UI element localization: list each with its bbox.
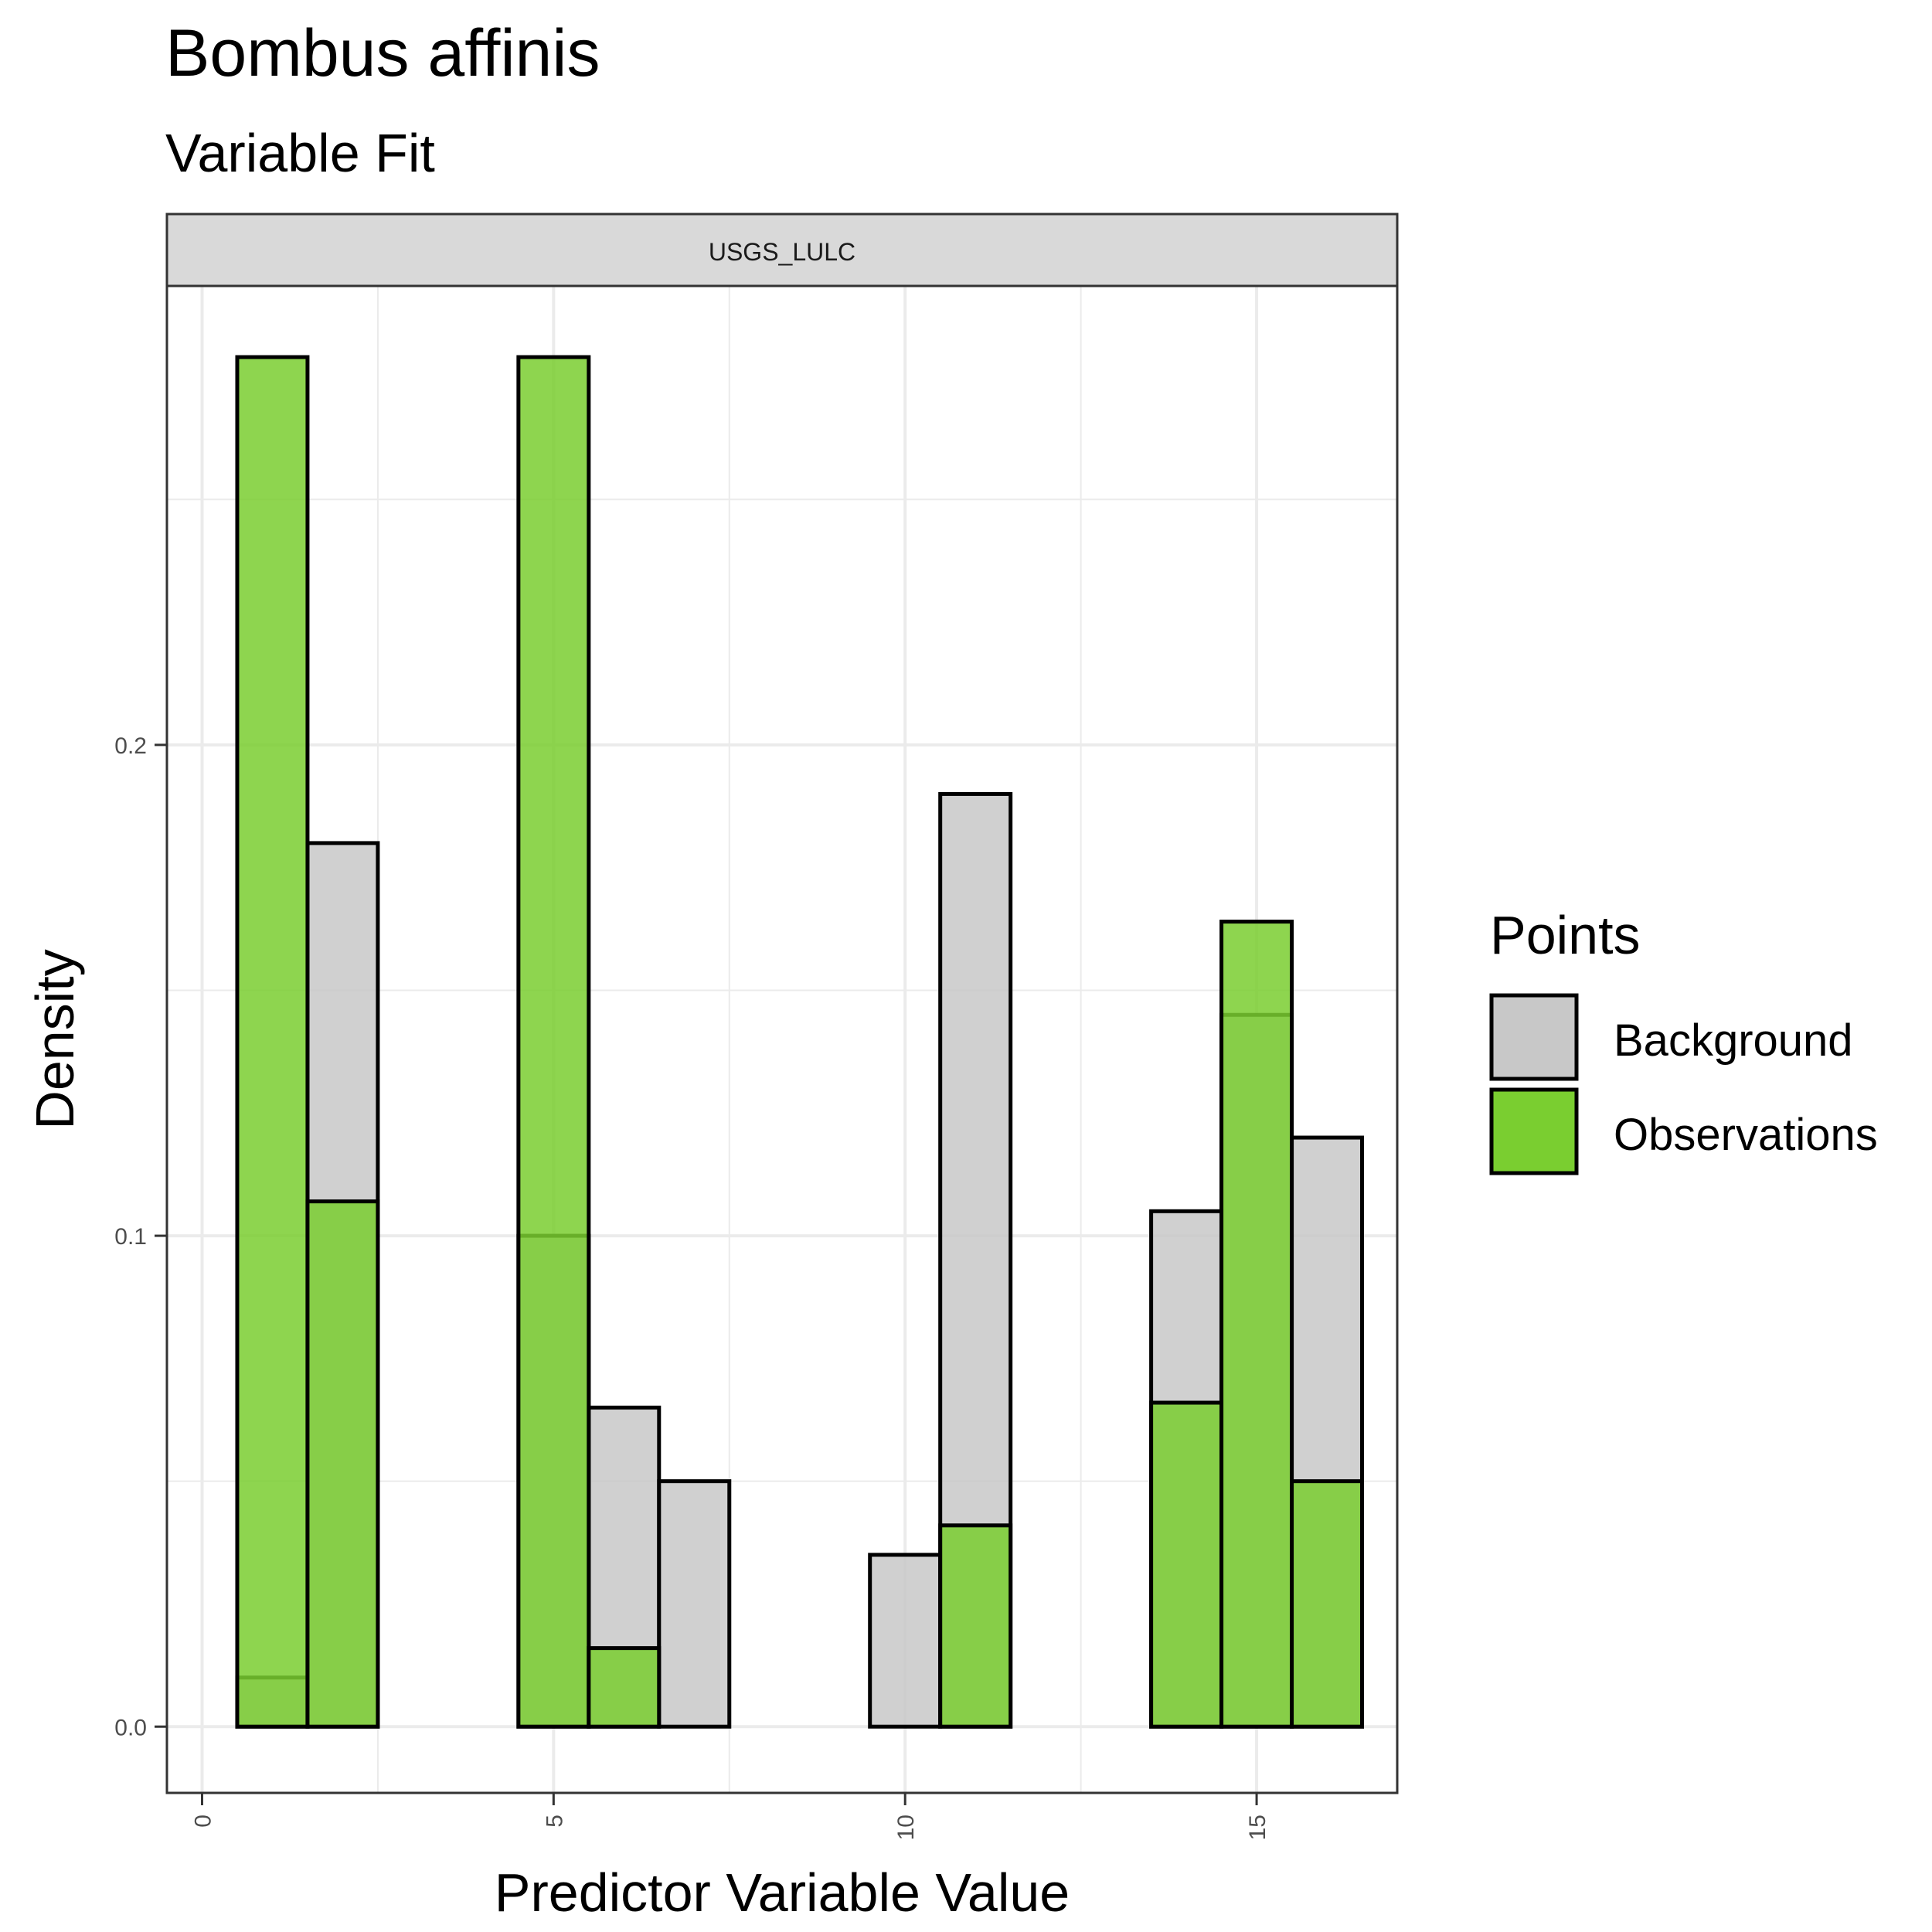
background-bar [868,1553,943,1729]
observations-bar [1149,1400,1224,1729]
legend-label-background: Background [1614,1015,1853,1066]
facet-strip: USGS_LULC [165,213,1399,287]
legend: Points Background Observations [1489,905,1878,1175]
legend-title: Points [1490,905,1641,965]
background-bar [657,1479,732,1729]
y-tick-label: 0.0 [114,1715,147,1740]
legend-key-observations [1489,1087,1579,1175]
observations-bar [587,1646,662,1729]
observations-bar [305,1199,380,1729]
observations-bar [1219,920,1294,1729]
y-axis-label: Density [25,949,85,1129]
plot-panel [165,284,1399,1794]
observations-bar [938,1523,1013,1729]
observations-bar [235,355,310,1729]
chart-subtitle: Variable Fit [165,123,435,183]
x-tick-label: 5 [542,1815,567,1828]
x-tick-label: 10 [893,1815,919,1840]
observations-bar [1290,1479,1365,1729]
chart-title: Bombus affinis [165,16,600,90]
y-tick-label: 0.1 [114,1224,147,1250]
axes: 0.0 0.1 0.2 0 5 10 15 [114,733,1270,1840]
x-tick-label: 15 [1245,1815,1270,1840]
legend-label-observations: Observations [1614,1110,1878,1160]
x-tick-label: 0 [190,1815,216,1828]
y-tick-label: 0.2 [114,733,147,759]
facet-strip-label: USGS_LULC [709,238,855,266]
x-axis-label: Predictor Variable Value [495,1862,1070,1923]
legend-key-background [1489,993,1579,1081]
observations-bar [516,355,591,1729]
facet-strip-background [165,213,1399,287]
bars [235,355,1365,1729]
